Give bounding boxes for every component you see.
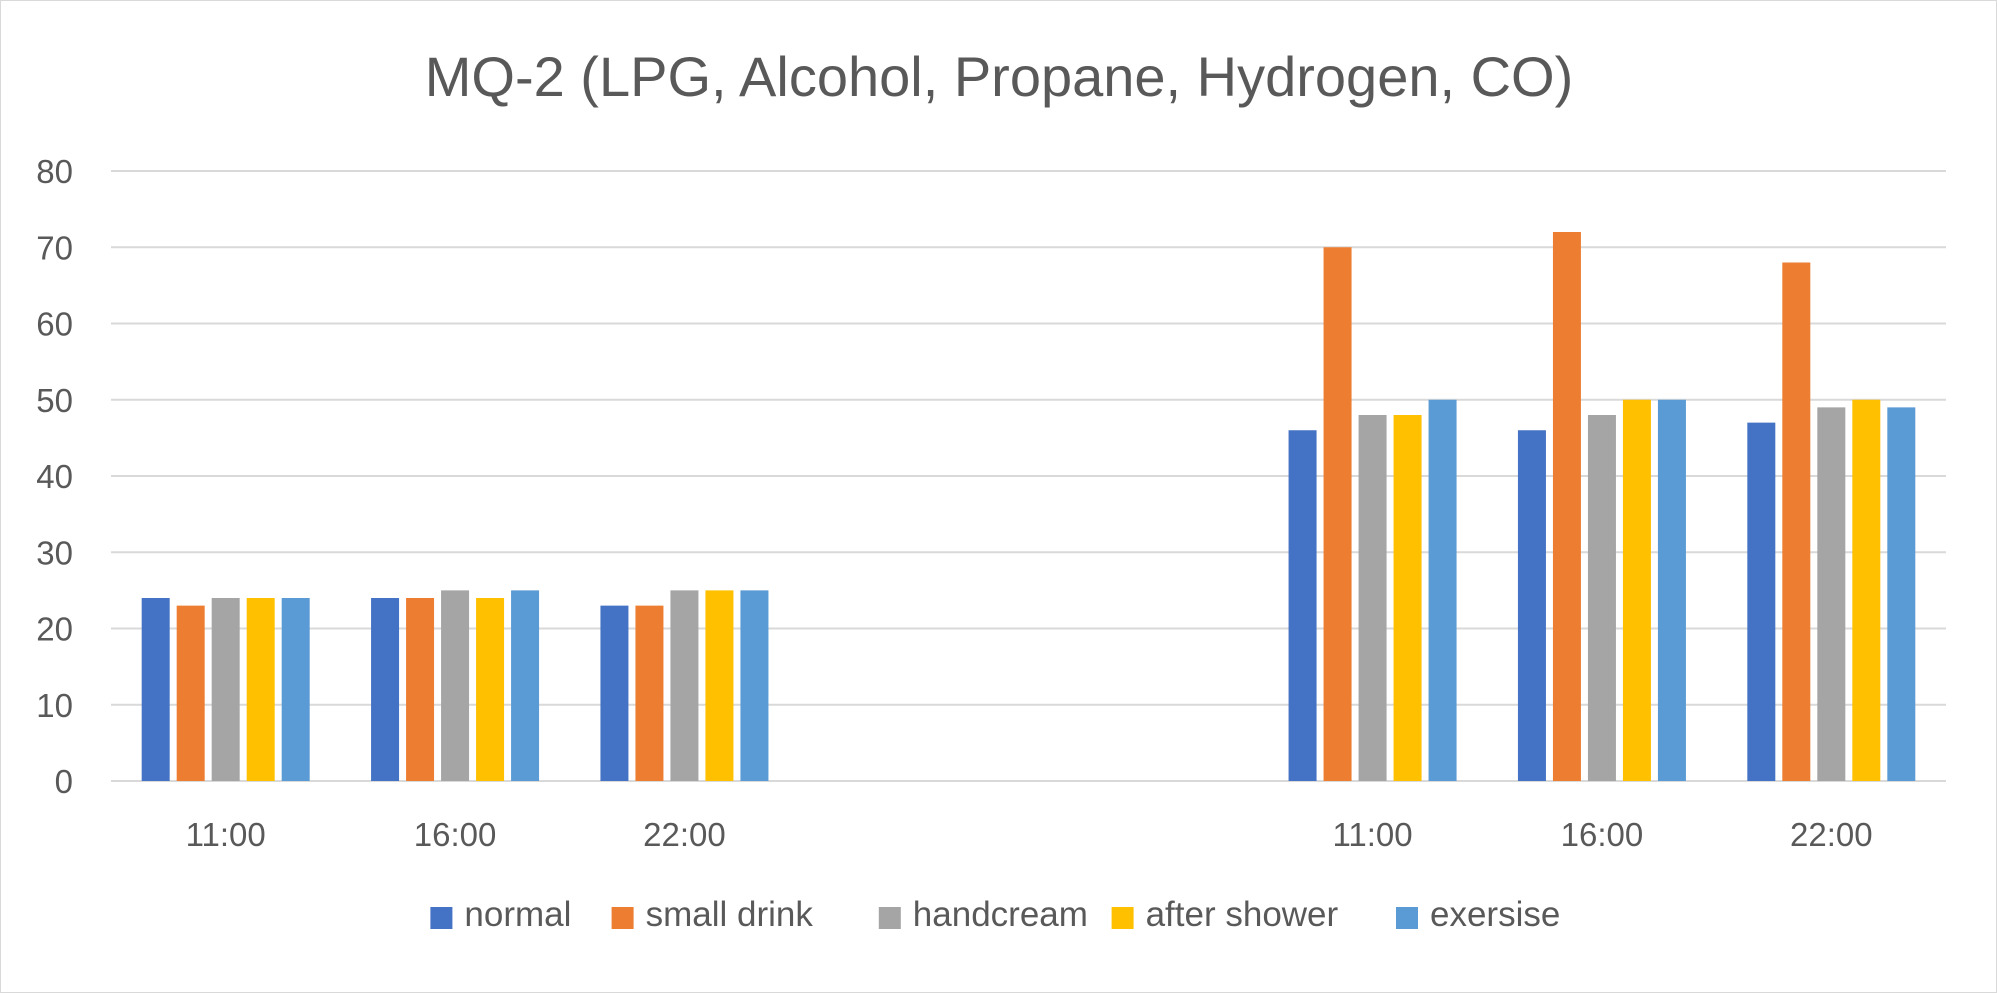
bar-handcream-7 — [1817, 407, 1846, 781]
bar-normal-6 — [1517, 430, 1546, 781]
y-tick-label: 60 — [36, 306, 73, 343]
y-tick-label: 70 — [36, 229, 73, 266]
x-tick-label: 11:00 — [1332, 816, 1412, 853]
bar-after-shower-7 — [1852, 399, 1881, 781]
y-tick-label: 0 — [55, 763, 73, 800]
y-tick-label: 40 — [36, 458, 73, 495]
bar-small-drink-6 — [1552, 232, 1581, 781]
legend-item-normal: normal — [430, 895, 571, 934]
legend-item-small-drink: small drink — [611, 895, 814, 934]
bar-after-shower-1 — [476, 598, 505, 781]
bar-normal-5 — [1288, 430, 1317, 781]
bar-small-drink-1 — [406, 598, 435, 781]
x-tick-label: 16:00 — [1561, 816, 1644, 853]
legend-label: small drink — [646, 895, 814, 934]
bar-after-shower-5 — [1393, 415, 1422, 781]
legend-label: handcream — [913, 895, 1088, 934]
y-tick-label: 10 — [36, 687, 73, 724]
bar-small-drink-2 — [635, 605, 664, 781]
bar-exersise-2 — [740, 590, 769, 781]
bar-after-shower-0 — [246, 598, 275, 781]
legend: normal small drink handcream after shower ex… — [430, 895, 1560, 934]
bar-after-shower-6 — [1622, 399, 1651, 781]
legend-item-exersise: exersise — [1396, 895, 1560, 934]
y-tick-label: 50 — [36, 382, 73, 419]
bar-small-drink-0 — [176, 605, 205, 781]
bar-handcream-0 — [211, 598, 240, 781]
legend-label: exersise — [1430, 895, 1560, 934]
y-axis-ticks: 0 10 20 30 40 50 60 70 80 — [36, 153, 73, 800]
x-axis-ticks: 11:00 16:00 22:00 11:00 16:00 22:00 — [186, 816, 1873, 853]
bar-exersise-0 — [281, 598, 310, 781]
bar-handcream-5 — [1358, 415, 1387, 781]
bar-exersise-6 — [1657, 399, 1686, 781]
bar-exersise-1 — [511, 590, 540, 781]
legend-swatch — [430, 907, 453, 929]
bar-handcream-6 — [1587, 415, 1616, 781]
bar-exersise-7 — [1887, 407, 1916, 781]
y-tick-label: 80 — [36, 153, 73, 190]
x-tick-label: 22:00 — [1790, 816, 1873, 853]
bar-normal-0 — [141, 598, 170, 781]
legend-swatch — [878, 907, 901, 929]
x-tick-label: 16:00 — [414, 816, 497, 853]
bar-after-shower-2 — [705, 590, 734, 781]
bar-exersise-5 — [1428, 399, 1457, 781]
legend-swatch — [1396, 907, 1418, 929]
bar-small-drink-5 — [1323, 247, 1352, 781]
y-tick-label: 20 — [36, 611, 73, 648]
legend-item-handcream: handcream — [878, 895, 1088, 934]
bar-normal-2 — [600, 605, 629, 781]
legend-swatch — [611, 907, 634, 929]
legend-swatch — [1111, 907, 1134, 929]
chart-title: MQ-2 (LPG, Alcohol, Propane, Hydrogen, C… — [425, 45, 1574, 108]
bar-handcream-2 — [670, 590, 699, 781]
legend-label: after shower — [1146, 895, 1339, 934]
legend-label: normal — [464, 895, 571, 934]
bars — [141, 232, 1916, 781]
x-tick-label: 11:00 — [186, 816, 266, 853]
bar-normal-7 — [1747, 422, 1776, 781]
x-tick-label: 22:00 — [643, 816, 726, 853]
bar-handcream-1 — [441, 590, 470, 781]
bar-normal-1 — [371, 598, 400, 781]
bar-small-drink-7 — [1782, 262, 1811, 781]
y-tick-label: 30 — [36, 534, 73, 571]
legend-item-after-shower: after shower — [1111, 895, 1339, 934]
